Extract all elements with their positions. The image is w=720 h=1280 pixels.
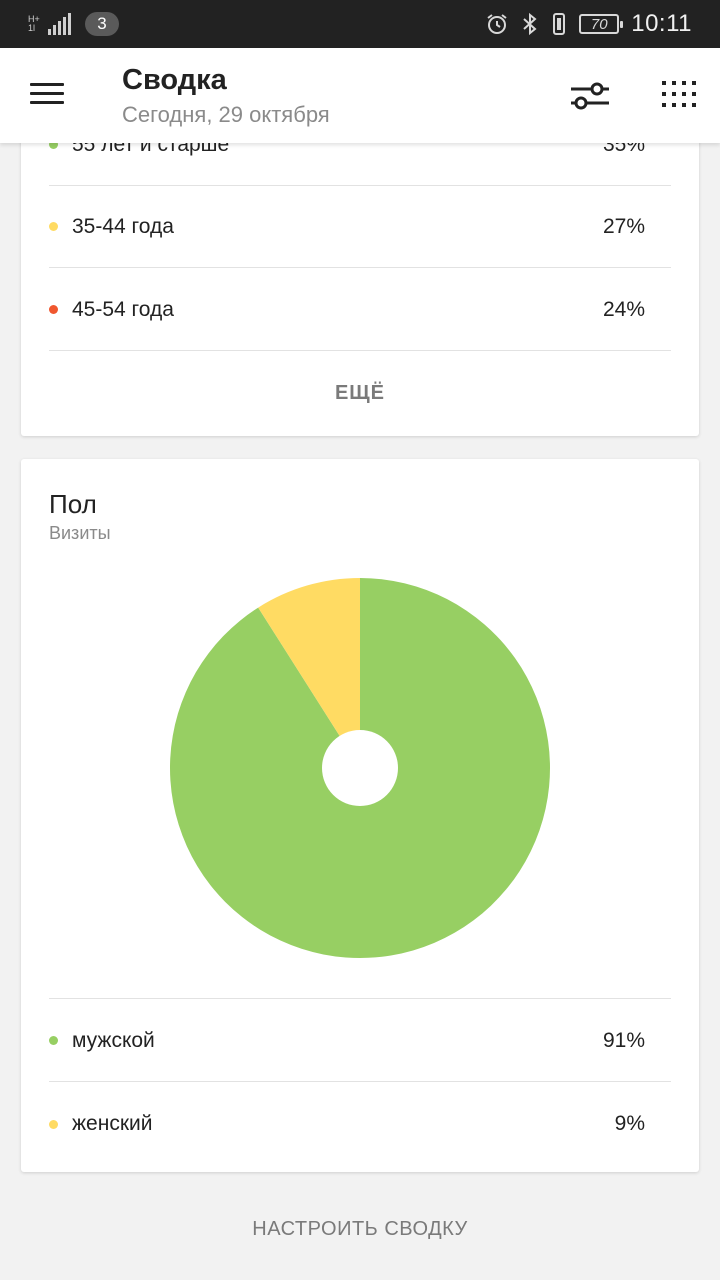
- list-item: женский 9%: [49, 1083, 671, 1165]
- gender-card: Пол Визиты мужской 91% женский 9%: [21, 459, 699, 1172]
- menu-icon: [30, 83, 64, 86]
- network-type: H+ 1l: [28, 15, 40, 33]
- age-card: 55 лет и старше 35% 35-44 года 27% 45-54…: [21, 100, 699, 436]
- status-left: H+ 1l 3: [28, 12, 119, 36]
- pie-chart-svg: [169, 578, 550, 958]
- gender-value: 91%: [602, 1028, 645, 1052]
- clock: 10:11: [631, 10, 692, 37]
- sim-badge: 3: [85, 12, 119, 36]
- signal-icon: [48, 13, 71, 35]
- legend-dot: [49, 1036, 58, 1045]
- customize-summary-button[interactable]: НАСТРОИТЬ СВОДКУ: [252, 1217, 468, 1240]
- vibrate-icon: [553, 13, 566, 35]
- pie-center-hole: [322, 730, 398, 806]
- gender-label: женский: [72, 1112, 153, 1135]
- pie-chart: [169, 577, 551, 959]
- list-item: 35-44 года 27%: [49, 186, 671, 268]
- divider: [49, 998, 671, 999]
- gender-label: мужской: [72, 1028, 155, 1052]
- legend-dot: [49, 140, 58, 149]
- status-right: 70 10:11: [485, 10, 692, 38]
- age-value: 27%: [602, 214, 645, 238]
- page-title: Сводка: [122, 64, 227, 96]
- apps-grid-icon[interactable]: [660, 79, 700, 111]
- list-item: мужской 91%: [49, 1000, 671, 1082]
- alarm-icon: [487, 14, 507, 34]
- legend-dot: [49, 305, 58, 314]
- age-label: 35-44 года: [72, 214, 174, 238]
- app-bar: Сводка Сегодня, 29 октября: [0, 48, 720, 143]
- battery-level: 70: [590, 15, 608, 33]
- more-button[interactable]: ЕЩЁ: [334, 381, 386, 404]
- bluetooth-icon: [523, 12, 537, 36]
- filter-settings-icon[interactable]: [568, 78, 612, 114]
- battery-icon: 70: [579, 14, 624, 34]
- age-value: 24%: [602, 297, 645, 321]
- legend-dot: [49, 1119, 58, 1129]
- card-subtitle: Визиты: [49, 523, 111, 543]
- list-item: 45-54 года 24%: [49, 269, 671, 351]
- menu-button[interactable]: [30, 82, 64, 106]
- legend-dot: [49, 222, 58, 231]
- gender-value: 9%: [614, 1112, 645, 1135]
- age-label: 45-54 года: [72, 297, 174, 321]
- network-sub: 1l: [28, 23, 36, 33]
- network-label: H+: [28, 14, 40, 24]
- card-title: Пол: [49, 489, 97, 519]
- page-subtitle: Сегодня, 29 октября: [122, 102, 330, 127]
- status-bar: H+ 1l 3 70 10:11: [0, 0, 720, 48]
- pie-slice-female: [258, 578, 360, 768]
